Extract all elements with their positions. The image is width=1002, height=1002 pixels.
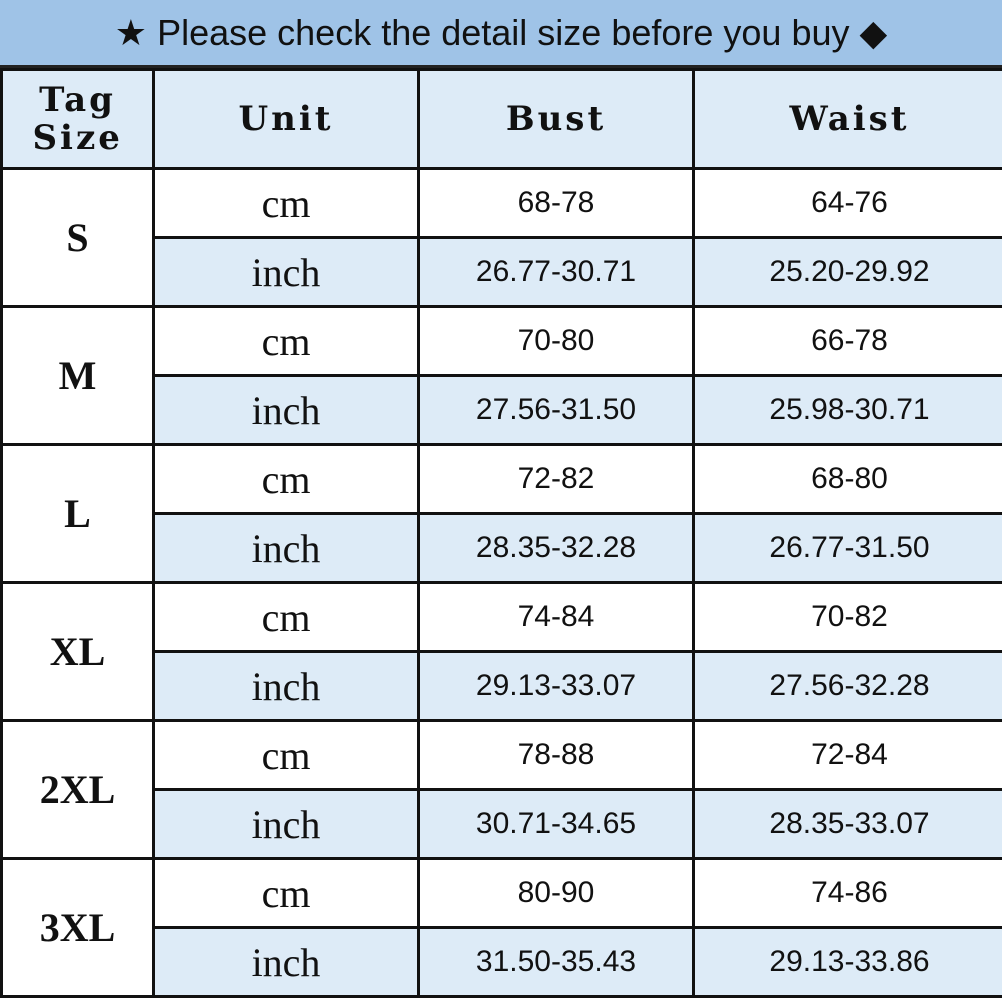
unit-cell: cm (152, 581, 420, 653)
unit-cell: cm (152, 443, 420, 515)
header-tag-size: Tag Size (0, 68, 155, 170)
tag-size-cell: L (0, 443, 155, 584)
waist-cell: 64-76 (692, 167, 1002, 239)
waist-cell: 68-80 (692, 443, 1002, 515)
size-row-inch: inch 28.35-32.28 26.77-31.50 (2, 512, 1002, 584)
bust-cell: 29.13-33.07 (417, 650, 695, 722)
unit-cell: cm (152, 305, 420, 377)
bust-cell: 72-82 (417, 443, 695, 515)
waist-cell: 25.20-29.92 (692, 236, 1002, 308)
size-row-cm: 2XL cm 78-88 72-84 (0, 719, 1002, 860)
header-row: Tag Size Unit Bust Waist (0, 68, 1002, 170)
bust-cell: 74-84 (417, 581, 695, 653)
unit-cell: cm (152, 857, 420, 929)
unit-cell: inch (152, 926, 420, 998)
bust-cell: 27.56-31.50 (417, 374, 695, 446)
bust-cell: 31.50-35.43 (417, 926, 695, 998)
waist-cell: 26.77-31.50 (692, 512, 1002, 584)
tag-size-cell: 2XL (0, 719, 155, 860)
size-chart-title: ★ Please check the detail size before yo… (0, 0, 1002, 68)
unit-cell: cm (152, 167, 420, 239)
tag-size-cell: S (0, 167, 155, 308)
unit-cell: inch (152, 236, 420, 308)
size-row-cm: XL cm 74-84 70-82 (0, 581, 1002, 722)
waist-cell: 28.35-33.07 (692, 788, 1002, 860)
size-row-inch: inch 31.50-35.43 29.13-33.86 (2, 926, 1002, 998)
waist-cell: 72-84 (692, 719, 1002, 791)
size-row-cm: 3XL cm 80-90 74-86 (0, 857, 1002, 998)
header-bust: Bust (417, 68, 695, 170)
bust-cell: 80-90 (417, 857, 695, 929)
waist-cell: 25.98-30.71 (692, 374, 1002, 446)
tag-size-cell: XL (0, 581, 155, 722)
tag-size-cell: M (0, 305, 155, 446)
header-waist: Waist (692, 68, 1002, 170)
size-row-inch: inch 26.77-30.71 25.20-29.92 (2, 236, 1002, 308)
bust-cell: 68-78 (417, 167, 695, 239)
bust-cell: 26.77-30.71 (417, 236, 695, 308)
waist-cell: 66-78 (692, 305, 1002, 377)
unit-cell: inch (152, 512, 420, 584)
waist-cell: 29.13-33.86 (692, 926, 1002, 998)
bust-cell: 30.71-34.65 (417, 788, 695, 860)
size-row-inch: inch 29.13-33.07 27.56-32.28 (2, 650, 1002, 722)
unit-cell: cm (152, 719, 420, 791)
waist-cell: 74-86 (692, 857, 1002, 929)
size-row-inch: inch 27.56-31.50 25.98-30.71 (2, 374, 1002, 446)
unit-cell: inch (152, 650, 420, 722)
waist-cell: 27.56-32.28 (692, 650, 1002, 722)
bust-cell: 78-88 (417, 719, 695, 791)
header-unit: Unit (152, 68, 420, 170)
tag-size-cell: 3XL (0, 857, 155, 998)
bust-cell: 28.35-32.28 (417, 512, 695, 584)
unit-cell: inch (152, 788, 420, 860)
waist-cell: 70-82 (692, 581, 1002, 653)
unit-cell: inch (152, 374, 420, 446)
bust-cell: 70-80 (417, 305, 695, 377)
size-row-inch: inch 30.71-34.65 28.35-33.07 (2, 788, 1002, 860)
